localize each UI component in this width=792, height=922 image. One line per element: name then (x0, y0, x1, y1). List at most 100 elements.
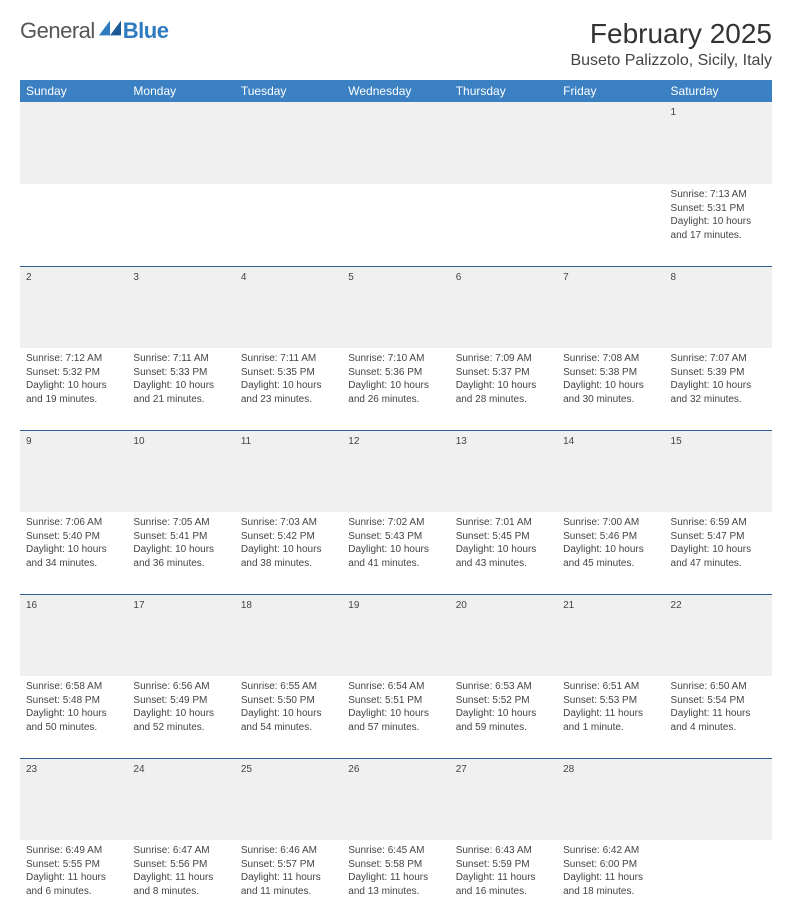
day-cell-day1: Daylight: 10 hours (456, 379, 551, 393)
day-cell: Sunrise: 7:11 AMSunset: 5:33 PMDaylight:… (127, 348, 234, 430)
day-number (127, 102, 234, 184)
day-number (20, 102, 127, 184)
day-cell-day2: and 1 minute. (563, 721, 658, 735)
day-cell: Sunrise: 7:09 AMSunset: 5:37 PMDaylight:… (450, 348, 557, 430)
day-cell-sunrise: Sunrise: 6:59 AM (671, 516, 766, 530)
day-data-row: Sunrise: 6:58 AMSunset: 5:48 PMDaylight:… (20, 676, 772, 758)
day-number: 21 (557, 594, 664, 676)
day-cell-day2: and 47 minutes. (671, 557, 766, 571)
day-cell-sunset: Sunset: 5:48 PM (26, 694, 121, 708)
day-cell-day2: and 8 minutes. (133, 885, 228, 899)
day-number: 26 (342, 758, 449, 840)
day-cell-day2: and 34 minutes. (26, 557, 121, 571)
logo-mark-icon (99, 20, 121, 36)
day-number: 16 (20, 594, 127, 676)
day-cell-day2: and 54 minutes. (241, 721, 336, 735)
day-cell: Sunrise: 7:12 AMSunset: 5:32 PMDaylight:… (20, 348, 127, 430)
day-cell-sunset: Sunset: 5:54 PM (671, 694, 766, 708)
day-cell: Sunrise: 6:42 AMSunset: 6:00 PMDaylight:… (557, 840, 664, 922)
day-number (557, 102, 664, 184)
location-label: Buseto Palizzolo, Sicily, Italy (570, 52, 772, 70)
day-number: 20 (450, 594, 557, 676)
day-cell-day2: and 57 minutes. (348, 721, 443, 735)
day-number (665, 758, 772, 840)
day-cell-day2: and 30 minutes. (563, 393, 658, 407)
day-cell-day2: and 17 minutes. (671, 229, 766, 243)
day-cell: Sunrise: 6:55 AMSunset: 5:50 PMDaylight:… (235, 676, 342, 758)
day-cell: Sunrise: 7:10 AMSunset: 5:36 PMDaylight:… (342, 348, 449, 430)
day-cell-sunset: Sunset: 5:41 PM (133, 530, 228, 544)
day-cell-day2: and 41 minutes. (348, 557, 443, 571)
day-cell-sunrise: Sunrise: 7:03 AM (241, 516, 336, 530)
weekday-header: Thursday (450, 80, 557, 102)
day-cell-sunset: Sunset: 5:35 PM (241, 366, 336, 380)
day-number (235, 102, 342, 184)
title-block: February 2025 Buseto Palizzolo, Sicily, … (570, 18, 772, 70)
day-number: 19 (342, 594, 449, 676)
day-cell-day1: Daylight: 10 hours (671, 379, 766, 393)
day-cell-day1: Daylight: 10 hours (456, 707, 551, 721)
day-cell-day1: Daylight: 10 hours (133, 379, 228, 393)
day-number: 24 (127, 758, 234, 840)
day-cell-sunrise: Sunrise: 7:08 AM (563, 352, 658, 366)
day-cell-sunrise: Sunrise: 7:06 AM (26, 516, 121, 530)
day-cell-day2: and 45 minutes. (563, 557, 658, 571)
day-data-row: Sunrise: 7:13 AMSunset: 5:31 PMDaylight:… (20, 184, 772, 266)
day-cell-sunrise: Sunrise: 6:42 AM (563, 844, 658, 858)
day-number (342, 102, 449, 184)
day-cell-sunrise: Sunrise: 7:05 AM (133, 516, 228, 530)
day-cell-sunrise: Sunrise: 7:11 AM (241, 352, 336, 366)
day-cell-sunrise: Sunrise: 6:46 AM (241, 844, 336, 858)
day-cell: Sunrise: 6:49 AMSunset: 5:55 PMDaylight:… (20, 840, 127, 922)
day-cell-sunrise: Sunrise: 6:53 AM (456, 680, 551, 694)
day-cell-day2: and 32 minutes. (671, 393, 766, 407)
day-cell-sunset: Sunset: 5:37 PM (456, 366, 551, 380)
day-cell: Sunrise: 6:47 AMSunset: 5:56 PMDaylight:… (127, 840, 234, 922)
day-cell-sunrise: Sunrise: 7:11 AM (133, 352, 228, 366)
day-cell-day1: Daylight: 10 hours (133, 707, 228, 721)
day-cell-sunset: Sunset: 5:32 PM (26, 366, 121, 380)
day-cell-day2: and 4 minutes. (671, 721, 766, 735)
day-cell-day1: Daylight: 10 hours (563, 379, 658, 393)
day-cell-day1: Daylight: 10 hours (348, 707, 443, 721)
day-number: 2 (20, 266, 127, 348)
day-cell-sunrise: Sunrise: 6:54 AM (348, 680, 443, 694)
day-cell-day2: and 52 minutes. (133, 721, 228, 735)
day-cell-sunset: Sunset: 5:49 PM (133, 694, 228, 708)
day-cell-sunrise: Sunrise: 7:01 AM (456, 516, 551, 530)
day-cell-sunrise: Sunrise: 7:00 AM (563, 516, 658, 530)
day-cell (235, 184, 342, 266)
day-cell: Sunrise: 6:43 AMSunset: 5:59 PMDaylight:… (450, 840, 557, 922)
day-number: 10 (127, 430, 234, 512)
day-cell: Sunrise: 7:00 AMSunset: 5:46 PMDaylight:… (557, 512, 664, 594)
day-number: 12 (342, 430, 449, 512)
day-cell-sunset: Sunset: 5:59 PM (456, 858, 551, 872)
day-cell: Sunrise: 6:59 AMSunset: 5:47 PMDaylight:… (665, 512, 772, 594)
day-number-row: 232425262728 (20, 758, 772, 840)
day-number: 1 (665, 102, 772, 184)
day-number: 22 (665, 594, 772, 676)
day-number: 13 (450, 430, 557, 512)
weekday-header: Saturday (665, 80, 772, 102)
day-cell-day2: and 28 minutes. (456, 393, 551, 407)
day-cell-day2: and 26 minutes. (348, 393, 443, 407)
day-cell-sunset: Sunset: 5:46 PM (563, 530, 658, 544)
day-cell-sunrise: Sunrise: 6:43 AM (456, 844, 551, 858)
weekday-header: Friday (557, 80, 664, 102)
day-cell-sunset: Sunset: 5:40 PM (26, 530, 121, 544)
day-cell-day1: Daylight: 10 hours (671, 215, 766, 229)
day-cell-sunset: Sunset: 5:51 PM (348, 694, 443, 708)
logo-text-blue: Blue (123, 18, 169, 44)
day-cell-day1: Daylight: 10 hours (241, 707, 336, 721)
day-cell-sunrise: Sunrise: 7:02 AM (348, 516, 443, 530)
day-cell-sunset: Sunset: 5:58 PM (348, 858, 443, 872)
day-cell-day2: and 11 minutes. (241, 885, 336, 899)
day-cell-sunset: Sunset: 5:42 PM (241, 530, 336, 544)
day-cell-day1: Daylight: 10 hours (26, 707, 121, 721)
day-cell-day1: Daylight: 10 hours (348, 379, 443, 393)
day-cell: Sunrise: 7:07 AMSunset: 5:39 PMDaylight:… (665, 348, 772, 430)
weekday-header-row: SundayMondayTuesdayWednesdayThursdayFrid… (20, 80, 772, 102)
day-cell-sunset: Sunset: 5:55 PM (26, 858, 121, 872)
day-cell-day1: Daylight: 11 hours (26, 871, 121, 885)
day-cell (557, 184, 664, 266)
